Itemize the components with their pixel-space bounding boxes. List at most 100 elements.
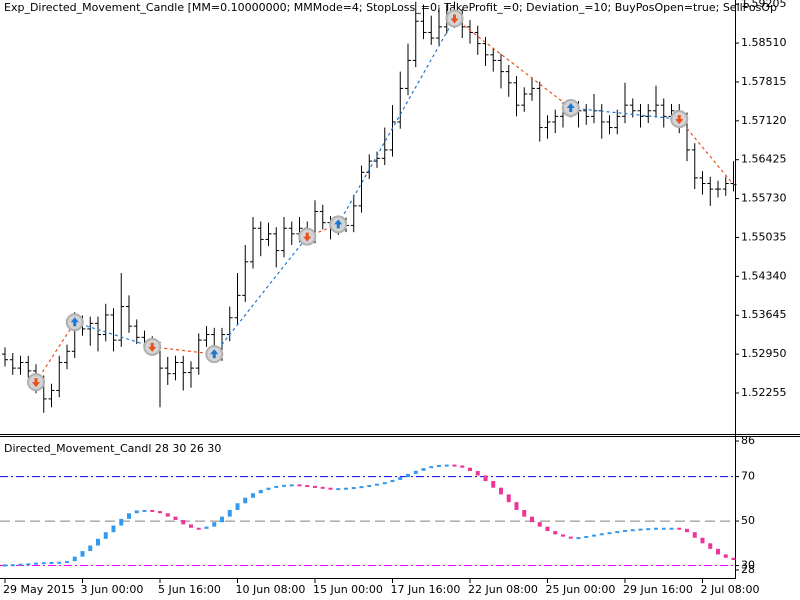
y-tick-label: 50 [741, 514, 755, 527]
y-tick-label: 30 [741, 559, 755, 572]
indicator-candle [10, 564, 15, 567]
indicator-candle [630, 529, 635, 532]
indicator-candle [251, 493, 255, 498]
indicator-candle [328, 487, 333, 490]
indicator-candle [344, 487, 348, 490]
indicator-candle [367, 485, 372, 488]
indicator-candle [359, 486, 364, 489]
indicator-candle [475, 471, 480, 476]
indicator-candle [700, 537, 705, 544]
indicator-candle [258, 489, 263, 494]
y-tick-label: 28 [741, 563, 755, 576]
indicator-candle [165, 513, 170, 517]
indicator-candle [119, 518, 124, 526]
indicator-candle [173, 516, 178, 520]
y-tick-label: 1.59205 [741, 0, 787, 10]
trade-link [454, 17, 572, 109]
indicator-candle [235, 503, 240, 510]
indicator-candle [390, 479, 395, 483]
chart-title: Exp_Directed_Movement_Candle [MM=0.10000… [4, 1, 777, 14]
trade-arrow [450, 14, 459, 24]
indicator-candle [3, 564, 7, 567]
indicator-candle [382, 482, 387, 485]
indicator-candle [189, 524, 193, 528]
x-tick-label: 15 Jun 00:00 [313, 583, 383, 596]
trade-link [213, 236, 308, 355]
trade-arrow [210, 349, 219, 359]
indicator-candle [491, 481, 496, 488]
indicator-candle [289, 484, 294, 487]
indicator-candle [96, 538, 100, 546]
trade-arrow [566, 102, 575, 112]
trade-arrow [675, 115, 684, 125]
indicator-candle [444, 464, 449, 467]
indicator-candle [545, 526, 550, 532]
x-tick-label: 29 Jun 16:00 [623, 583, 693, 596]
indicator-candle [103, 532, 108, 539]
indicator-candle [181, 519, 186, 525]
trade-arrow [32, 378, 40, 388]
indicator-candle [429, 466, 434, 469]
indicator-candle [646, 528, 651, 531]
indicator-candle [708, 543, 713, 549]
indicator-candle [576, 537, 581, 540]
indicator-candle [421, 468, 426, 471]
y-tick-label: 1.55035 [741, 230, 787, 243]
y-tick-label: 70 [741, 470, 755, 483]
indicator-candle [406, 473, 410, 478]
indicator-candle [661, 527, 666, 530]
indicator-candle [134, 510, 139, 514]
indicator-candle [305, 485, 310, 488]
indicator-candle [351, 487, 356, 490]
indicator-candle [34, 562, 38, 565]
indicator-candle [243, 497, 248, 504]
indicator-candle [460, 465, 465, 468]
indicator-candle [692, 532, 697, 538]
trade-arrow [303, 232, 312, 242]
trade-link [152, 346, 215, 355]
indicator-candle [274, 485, 279, 488]
x-tick-label: 22 Jun 08:00 [468, 583, 538, 596]
indicator-candle [537, 522, 542, 527]
indicator-title: Directed_Movement_Candl 28 30 26 30 [4, 442, 221, 455]
indicator-candle [111, 525, 116, 533]
indicator-candle [723, 554, 728, 558]
x-tick-label: 5 Jun 16:00 [158, 583, 221, 596]
indicator-candle [26, 563, 31, 566]
indicator-candle [437, 465, 441, 468]
indicator-candle [669, 527, 674, 530]
trade-arrow [334, 219, 343, 229]
indicator-candle [282, 484, 286, 487]
indicator-candle [227, 509, 232, 517]
indicator-candle [297, 484, 302, 487]
indicator-candle [553, 531, 558, 535]
indicator-candle [731, 557, 736, 560]
indicator-candle [499, 487, 503, 495]
indicator-candle [677, 527, 682, 530]
indicator-candle [615, 531, 620, 534]
indicator-candle [716, 548, 720, 555]
indicator-candle [375, 483, 379, 486]
x-tick-label: 17 Jun 16:00 [391, 583, 461, 596]
indicator-candle [468, 467, 472, 472]
indicator-candle [72, 556, 77, 562]
indicator-candle [204, 526, 209, 529]
indicator-candle [452, 464, 457, 467]
trade-link [678, 118, 734, 185]
indicator-candle [530, 516, 534, 523]
indicator-candle [88, 545, 93, 552]
y-tick-label: 1.56425 [741, 153, 787, 166]
indicator-candle [266, 487, 271, 490]
y-tick-label: 1.54340 [741, 269, 787, 282]
indicator-candle [18, 563, 23, 566]
indicator-candle [196, 527, 201, 530]
x-tick-label: 3 Jun 00:00 [81, 583, 144, 596]
indicator-candle [584, 535, 589, 538]
indicator-candle [313, 485, 317, 488]
y-tick-label: 1.53645 [741, 308, 787, 321]
indicator-candle [398, 477, 403, 480]
indicator-candle [49, 561, 54, 564]
indicator-candle [483, 475, 488, 482]
x-tick-label: 25 Jun 00:00 [546, 583, 616, 596]
y-tick-label: 1.57815 [741, 75, 787, 88]
